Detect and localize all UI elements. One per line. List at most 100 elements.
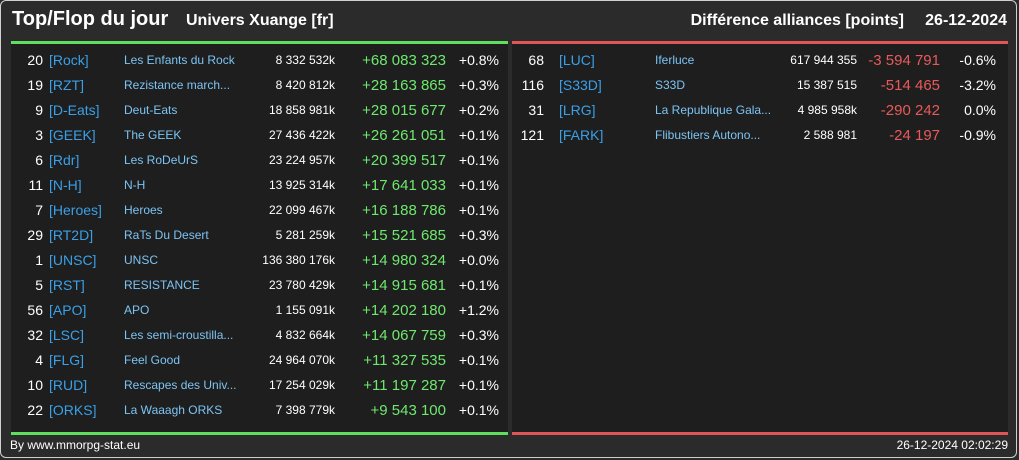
alliance-tag[interactable]: [UNSC] [49, 252, 97, 268]
alliance-rank: 4 [35, 352, 43, 368]
alliance-name[interactable]: Les Enfants du Rock [124, 53, 235, 67]
generated-timestamp: 26-12-2024 02:02:29 [896, 438, 1008, 452]
alliance-name[interactable]: Iferluce [655, 53, 695, 67]
alliance-tag[interactable]: [Rdr] [49, 152, 80, 168]
universe-subtitle: Univers Xuange [fr] [186, 12, 334, 29]
top-panel: 20 [Rock] Les Enfants du Rock 8 332 532k +68… [11, 41, 508, 435]
alliance-points: 8 420 812k [275, 78, 335, 92]
points-difference: +15 521 685 [362, 227, 446, 244]
alliance-name[interactable]: Heroes [124, 203, 163, 217]
top-row: 56 [APO] APO 1 155 091k +14 202 180 +1.2% [11, 298, 508, 323]
alliance-name[interactable]: APO [124, 303, 150, 317]
top-row: 19 [RZT] Rezistance march... 8 420 812k +28 … [11, 73, 508, 98]
alliance-tag[interactable]: [Rock] [49, 52, 89, 68]
alliance-name[interactable]: Feel Good [124, 353, 181, 367]
alliance-tag[interactable]: [D-Eats] [49, 102, 100, 118]
points-difference: +17 641 033 [362, 177, 446, 194]
top-row: 4 [FLG] Feel Good 24 964 070k +11 327 535 +0.… [11, 348, 508, 373]
percent-change: +0.8% [458, 52, 499, 68]
alliance-name[interactable]: RESISTANCE [124, 278, 200, 292]
alliance-name[interactable]: UNSC [124, 253, 159, 267]
alliance-rank: 1 [35, 252, 43, 268]
alliance-rank: 121 [520, 127, 544, 143]
flop-row: 68 [LUC] Iferluce 617 944 355 -3 594 791 -0.6… [512, 48, 1008, 73]
alliance-tag[interactable]: [LUC] [559, 52, 595, 68]
alliance-name[interactable]: Deut-Eats [124, 103, 178, 117]
alliance-name[interactable]: N-H [124, 178, 146, 192]
alliance-rank: 56 [27, 302, 43, 318]
points-difference: +14 067 759 [362, 327, 446, 344]
percent-change: +0.1% [458, 352, 499, 368]
top-row: 32 [LSC] Les semi-croustilla... 4 832 664k +… [11, 323, 508, 348]
percent-change: +0.0% [458, 252, 499, 268]
alliance-points: 4 985 958k [797, 103, 857, 117]
alliance-tag[interactable]: [RUD] [49, 377, 88, 393]
alliance-tag[interactable]: [Heroes] [49, 202, 102, 218]
alliance-tag[interactable]: [FLG] [49, 352, 85, 368]
alliance-name[interactable]: RaTs Du Desert [124, 228, 209, 242]
points-difference: +14 980 324 [362, 252, 446, 269]
metric-title: Différence alliances [points] [690, 12, 904, 29]
alliance-name[interactable]: Les semi-croustilla... [124, 328, 234, 342]
alliance-tag[interactable]: [ORKS] [49, 402, 97, 418]
percent-change: +0.1% [458, 202, 499, 218]
points-difference: -3 594 791 [868, 52, 940, 69]
alliance-rank: 68 [528, 52, 544, 68]
top-row: 5 [RST] RESISTANCE 23 780 429k +14 915 681 +0… [11, 273, 508, 298]
alliance-tag[interactable]: [LRG] [559, 102, 596, 118]
points-difference: +28 163 865 [362, 77, 446, 94]
alliance-name[interactable]: The GEEK [124, 128, 182, 142]
alliance-rank: 3 [35, 127, 43, 143]
percent-change: -3.2% [959, 77, 996, 93]
report-date: 26-12-2024 [925, 12, 1007, 29]
alliance-points: 2 588 981 [803, 128, 857, 142]
alliance-name[interactable]: La Waaagh ORKS [124, 403, 223, 417]
alliance-points: 8 332 532k [275, 53, 335, 67]
alliance-tag[interactable]: [FARK] [559, 127, 604, 143]
alliance-points: 23 780 429k [268, 278, 335, 292]
alliance-points: 18 858 981k [268, 103, 335, 117]
alliance-tag[interactable]: [GEEK] [49, 127, 96, 143]
alliance-points: 24 964 070k [268, 353, 335, 367]
alliance-name[interactable]: Flibustiers Autono... [655, 128, 761, 142]
alliance-rank: 9 [35, 102, 43, 118]
points-difference: +68 083 323 [362, 52, 446, 69]
alliance-name[interactable]: S33D [655, 78, 686, 92]
alliance-points: 7 398 779k [275, 403, 335, 417]
top-row: 7 [Heroes] Heroes 22 099 467k +16 188 786 +0.… [11, 198, 508, 223]
alliance-tag[interactable]: [S33D] [559, 77, 602, 93]
percent-change: +0.1% [458, 177, 499, 193]
flop-row: 121 [FARK] Flibustiers Autono... 2 588 981 -… [512, 123, 1008, 148]
alliance-points: 15 387 515 [796, 78, 857, 92]
alliance-rank: 31 [528, 102, 544, 118]
alliance-tag[interactable]: [RT2D] [49, 227, 94, 243]
alliance-rank: 32 [27, 327, 43, 343]
alliance-points: 1 155 091k [275, 303, 335, 317]
alliance-tag[interactable]: [N-H] [49, 177, 82, 193]
points-difference: +28 015 677 [362, 102, 446, 119]
alliance-name[interactable]: Rezistance march... [124, 78, 231, 92]
alliance-rank: 29 [27, 227, 43, 243]
percent-change: -0.9% [959, 127, 996, 143]
alliance-points: 136 380 176k [262, 253, 335, 267]
alliance-name[interactable]: La Republique Gala... [655, 103, 772, 117]
points-difference: +11 327 535 [363, 352, 446, 369]
points-difference: +16 188 786 [362, 202, 446, 219]
alliance-tag[interactable]: [APO] [49, 302, 87, 318]
points-difference: -290 242 [880, 102, 940, 119]
header: Top/Flop du jour Univers Xuange [fr] Dif… [0, 0, 1019, 40]
top-row: 29 [RT2D] RaTs Du Desert 5 281 259k +15 521 … [11, 223, 508, 248]
source-credit: By www.mmorpg-stat.eu [10, 438, 141, 452]
flop-row: 31 [LRG] La Republique Gala... 4 985 958k -2… [512, 98, 1008, 123]
alliance-tag[interactable]: [RST] [49, 277, 85, 293]
alliance-rank: 6 [35, 152, 43, 168]
alliance-rank: 5 [35, 277, 43, 293]
alliance-name[interactable]: Rescapes des Univ... [124, 378, 237, 392]
alliance-rank: 10 [27, 377, 43, 393]
alliance-tag[interactable]: [RZT] [49, 77, 84, 93]
alliance-name[interactable]: Les RoDeUrS [124, 153, 199, 167]
percent-change: +0.1% [458, 377, 499, 393]
points-difference: +11 197 287 [363, 377, 446, 394]
alliance-tag[interactable]: [LSC] [49, 327, 85, 343]
